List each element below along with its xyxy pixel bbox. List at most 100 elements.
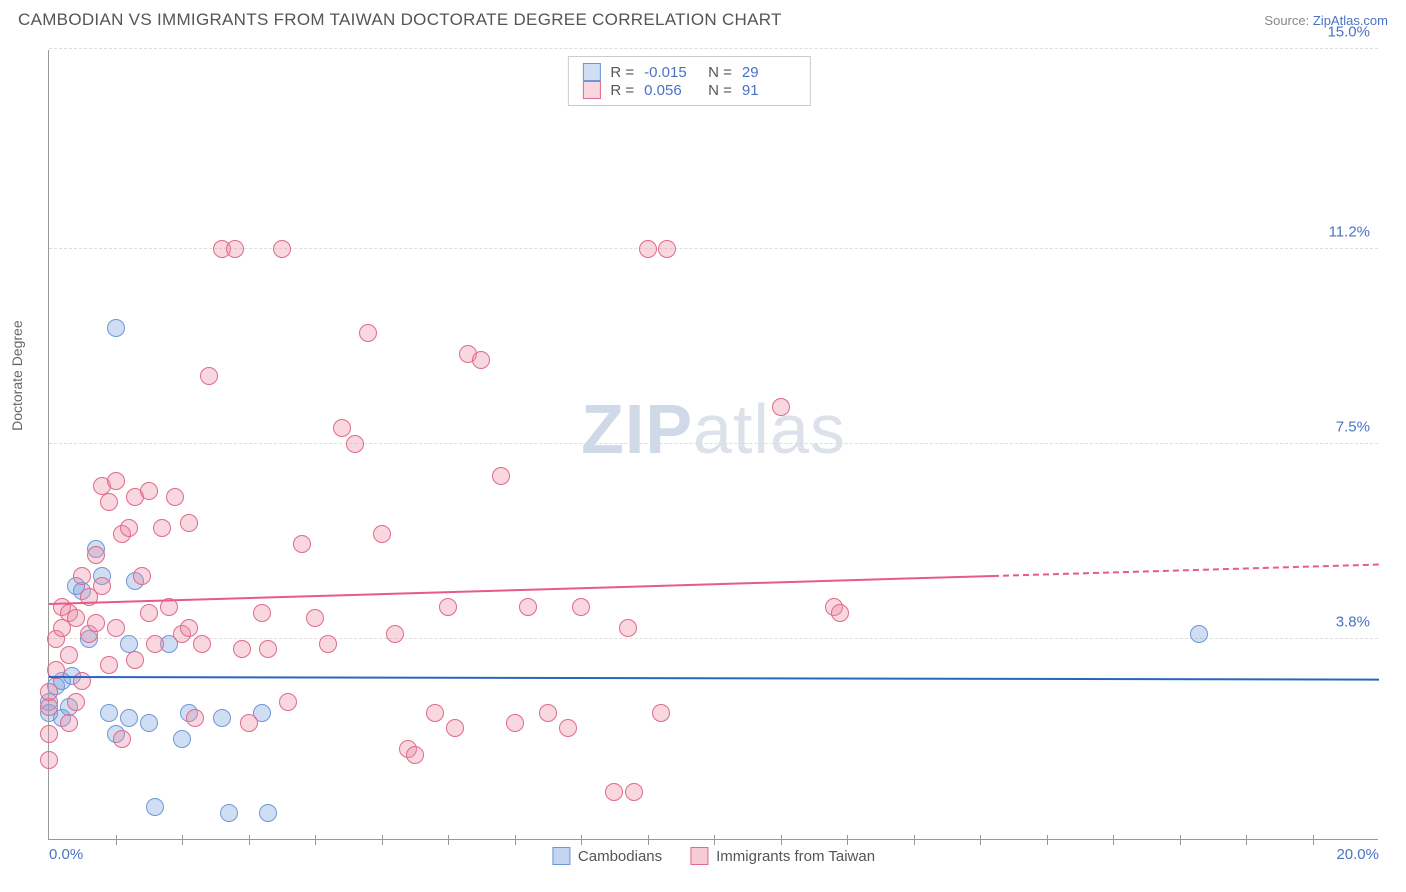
data-point	[639, 240, 657, 258]
x-tick	[1113, 835, 1114, 845]
legend-swatch	[582, 81, 600, 99]
data-point	[126, 651, 144, 669]
legend-item: Cambodians	[552, 847, 662, 865]
x-tick	[1180, 835, 1181, 845]
x-tick	[1047, 835, 1048, 845]
data-point	[373, 525, 391, 543]
data-point	[253, 604, 271, 622]
data-point	[233, 640, 251, 658]
x-tick	[182, 835, 183, 845]
x-tick	[980, 835, 981, 845]
data-point	[333, 419, 351, 437]
data-point	[180, 619, 198, 637]
data-point	[186, 709, 204, 727]
x-tick	[1313, 835, 1314, 845]
data-point	[73, 672, 91, 690]
data-point	[572, 598, 590, 616]
data-point	[113, 730, 131, 748]
data-point	[60, 646, 78, 664]
data-point	[619, 619, 637, 637]
data-point	[146, 635, 164, 653]
data-point	[153, 519, 171, 537]
data-point	[200, 367, 218, 385]
data-point	[193, 635, 211, 653]
data-point	[67, 609, 85, 627]
x-tick	[847, 835, 848, 845]
legend-r-label: R =	[610, 64, 634, 81]
x-tick	[116, 835, 117, 845]
y-axis-label: Doctorate Degree	[9, 320, 25, 431]
trend-line	[993, 563, 1379, 576]
data-point	[226, 240, 244, 258]
chart-title: CAMBODIAN VS IMMIGRANTS FROM TAIWAN DOCT…	[18, 10, 782, 30]
gridline	[49, 638, 1378, 639]
x-tick	[648, 835, 649, 845]
data-point	[346, 435, 364, 453]
x-tick	[515, 835, 516, 845]
series-legend: CambodiansImmigrants from Taiwan	[552, 847, 875, 865]
legend-n-label: N =	[708, 64, 732, 81]
data-point	[293, 535, 311, 553]
data-point	[40, 725, 58, 743]
data-point	[625, 783, 643, 801]
x-tick	[448, 835, 449, 845]
data-point	[472, 351, 490, 369]
data-point	[107, 319, 125, 337]
legend-r-value: 0.056	[644, 82, 698, 99]
data-point	[319, 635, 337, 653]
data-point	[492, 467, 510, 485]
data-point	[180, 514, 198, 532]
x-tick	[382, 835, 383, 845]
legend-r-label: R =	[610, 82, 634, 99]
gridline	[49, 443, 1378, 444]
data-point	[559, 719, 577, 737]
legend-n-value: 29	[742, 64, 796, 81]
y-tick-label: 15.0%	[1327, 24, 1370, 41]
legend-swatch	[690, 847, 708, 865]
data-point	[519, 598, 537, 616]
x-tick	[714, 835, 715, 845]
data-point	[259, 804, 277, 822]
gridline	[49, 48, 1378, 49]
legend-swatch	[552, 847, 570, 865]
data-point	[658, 240, 676, 258]
data-point	[831, 604, 849, 622]
data-point	[60, 714, 78, 732]
data-point	[40, 751, 58, 769]
x-tick-label: 0.0%	[49, 846, 83, 863]
data-point	[67, 693, 85, 711]
data-point	[87, 614, 105, 632]
data-point	[406, 746, 424, 764]
data-point	[100, 704, 118, 722]
data-point	[506, 714, 524, 732]
data-point	[107, 472, 125, 490]
data-point	[146, 798, 164, 816]
data-point	[120, 709, 138, 727]
data-point	[386, 625, 404, 643]
x-tick	[1246, 835, 1247, 845]
data-point	[140, 714, 158, 732]
gridline	[49, 248, 1378, 249]
legend-r-value: -0.015	[644, 64, 698, 81]
x-tick	[315, 835, 316, 845]
data-point	[240, 714, 258, 732]
data-point	[306, 609, 324, 627]
data-point	[107, 619, 125, 637]
data-point	[213, 709, 231, 727]
scatter-plot: Doctorate Degree ZIPatlas R =-0.015N =29…	[48, 50, 1378, 840]
data-point	[539, 704, 557, 722]
data-point	[100, 493, 118, 511]
data-point	[359, 324, 377, 342]
data-point	[605, 783, 623, 801]
data-point	[772, 398, 790, 416]
trend-line	[49, 676, 1379, 681]
data-point	[140, 482, 158, 500]
data-point	[259, 640, 277, 658]
legend-label: Cambodians	[578, 848, 662, 865]
y-tick-label: 11.2%	[1329, 224, 1370, 241]
x-tick	[249, 835, 250, 845]
legend-row: R =0.056N =91	[582, 81, 796, 99]
data-point	[87, 546, 105, 564]
data-point	[133, 567, 151, 585]
legend-n-label: N =	[708, 82, 732, 99]
